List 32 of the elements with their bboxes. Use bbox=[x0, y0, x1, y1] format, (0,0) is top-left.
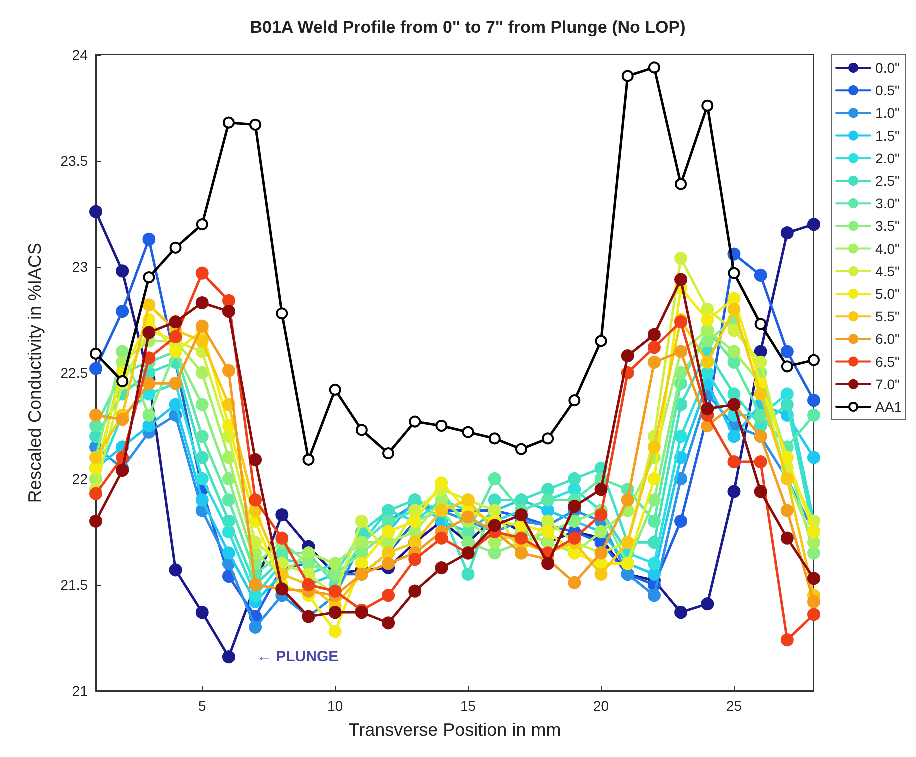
x-tick-label: 5 bbox=[198, 698, 206, 714]
legend-label: 3.0" bbox=[876, 196, 900, 212]
legend-label: 0.0" bbox=[876, 60, 900, 76]
legend-label: 4.5" bbox=[876, 263, 900, 280]
legend-label: 1.5" bbox=[876, 128, 900, 144]
x-tick-label: 10 bbox=[328, 698, 344, 714]
y-axis-title: Rescaled Conductivity in %IACS bbox=[25, 242, 45, 504]
annotation: ← PLUNGE bbox=[256, 648, 339, 666]
chart-title: B01A Weld Profile from 0" to 7" from Plunge (No LOP) bbox=[250, 18, 686, 37]
y-tick-label: 23 bbox=[72, 259, 88, 275]
legend-label: 3.5" bbox=[876, 218, 900, 234]
legend-label: 5.5" bbox=[876, 308, 900, 325]
y-tick-label: 21.5 bbox=[60, 577, 88, 593]
legend-label: 6.5" bbox=[876, 354, 900, 370]
legend-label: 1.0" bbox=[876, 105, 900, 122]
legend-label: 7.0" bbox=[876, 376, 900, 392]
legend-label: 6.0" bbox=[876, 331, 900, 348]
legend-label: 4.0" bbox=[876, 240, 900, 257]
x-tick-label: 15 bbox=[460, 698, 476, 714]
x-tick-label: 20 bbox=[593, 698, 610, 714]
y-tick-label: 21 bbox=[72, 683, 88, 699]
y-tick-label: 23.5 bbox=[60, 153, 88, 169]
y-tick-label: 24 bbox=[72, 47, 88, 63]
x-tick-label: 25 bbox=[726, 698, 742, 714]
legend-label: 2.0" bbox=[876, 150, 900, 166]
y-tick-label: 22 bbox=[72, 471, 88, 487]
legend-label: 2.5" bbox=[876, 173, 900, 189]
x-axis-title: Transverse Position in mm bbox=[348, 720, 562, 740]
legend-label: 0.5" bbox=[876, 82, 900, 99]
legend-label: 5.0" bbox=[876, 286, 900, 302]
y-tick-label: 22.5 bbox=[60, 365, 88, 381]
legend-label: AA1 bbox=[876, 399, 902, 415]
